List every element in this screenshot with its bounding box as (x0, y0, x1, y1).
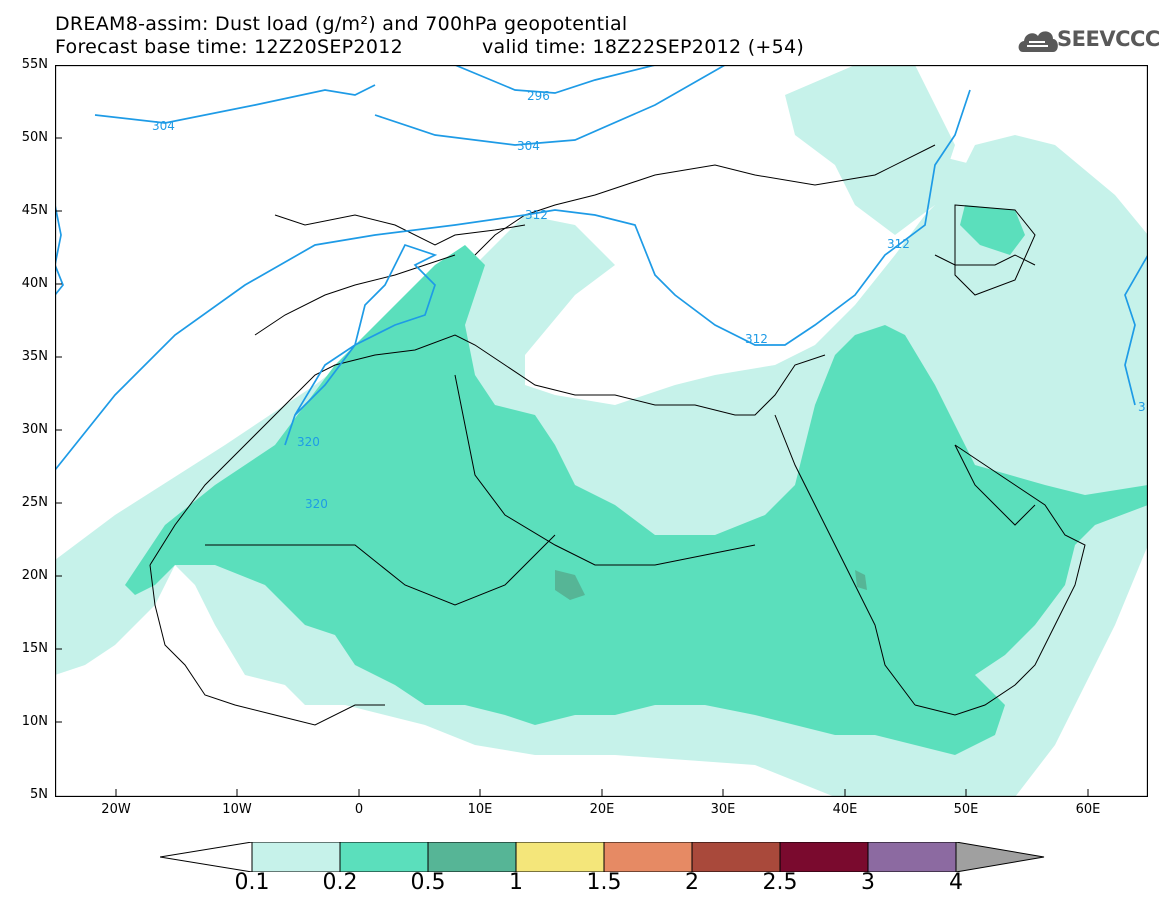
contour-label: 312 (745, 332, 768, 346)
lat-label: 5N (30, 787, 48, 802)
valid-time: valid time: 18Z22SEP2012 (+54) (482, 36, 805, 58)
colorbar-cell (515, 842, 605, 872)
map-title: DREAM8-assim: Dust load (g/m²) and 700hP… (55, 13, 628, 35)
lon-label: 10E (467, 802, 493, 817)
lon-label: 60E (1075, 802, 1101, 817)
geopotential-contours (55, 65, 1148, 471)
lat-label: 45N (21, 203, 48, 218)
contour-label: 320 (305, 497, 328, 511)
colorbar-label: 0.2 (322, 870, 358, 895)
colorbar-label: 0.1 (234, 870, 270, 895)
colorbar-cell (867, 842, 957, 872)
coastlines (149, 144, 1086, 726)
colorbar-cell (603, 842, 693, 872)
colorbar-cell (779, 842, 869, 872)
contour-label: 3 (1138, 400, 1146, 414)
colorbar-label: 2.5 (762, 870, 798, 895)
lat-label: 10N (21, 714, 48, 729)
logo-text: SEEVCCC (1057, 27, 1160, 51)
lon-label: 0 (354, 802, 364, 817)
dust-dense-area (555, 570, 867, 600)
contour-label: 296 (527, 89, 550, 103)
lat-label: 30N (21, 422, 48, 437)
colorbar-upper-arrow (955, 842, 1045, 872)
colorbar-cell (339, 842, 429, 872)
lon-label: 30E (710, 802, 736, 817)
contour-label: 312 (525, 208, 548, 222)
lat-label: 35N (21, 349, 48, 364)
lon-label: 20E (589, 802, 615, 817)
colorbar-label: 2 (685, 870, 699, 895)
lon-label: 20W (101, 802, 131, 817)
contour-label: 320 (297, 435, 320, 449)
lat-label: 15N (21, 641, 48, 656)
contour-label: 304 (517, 139, 540, 153)
colorbar-cell (427, 842, 517, 872)
forecast-base-time: Forecast base time: 12Z20SEP2012 (55, 36, 403, 58)
colorbar-label: 1.5 (586, 870, 622, 895)
colorbar-label: 3 (861, 870, 875, 895)
lon-label: 40E (832, 802, 858, 817)
lat-label: 40N (21, 276, 48, 291)
dust-medium-area (125, 205, 1148, 755)
lat-label: 50N (21, 130, 48, 145)
contour-label: 312 (887, 237, 910, 251)
colorbar-cell (691, 842, 781, 872)
colorbar-cell (251, 842, 341, 872)
contour-label: 304 (152, 119, 175, 133)
colorbar-label: 1 (509, 870, 523, 895)
lat-label: 20N (21, 568, 48, 583)
colorbar-lower-arrow (160, 842, 253, 872)
lat-label: 55N (21, 57, 48, 72)
dust-load-map: 304 296 304 312 312 312 320 320 3 (55, 65, 1148, 797)
colorbar-label: 0.5 (410, 870, 446, 895)
lon-label: 50E (953, 802, 979, 817)
lat-label: 25N (21, 495, 48, 510)
cloud-logo-icon (1018, 31, 1058, 52)
colorbar-label: 4 (949, 870, 963, 895)
colorbar (160, 842, 1045, 872)
lon-label: 10W (222, 802, 252, 817)
